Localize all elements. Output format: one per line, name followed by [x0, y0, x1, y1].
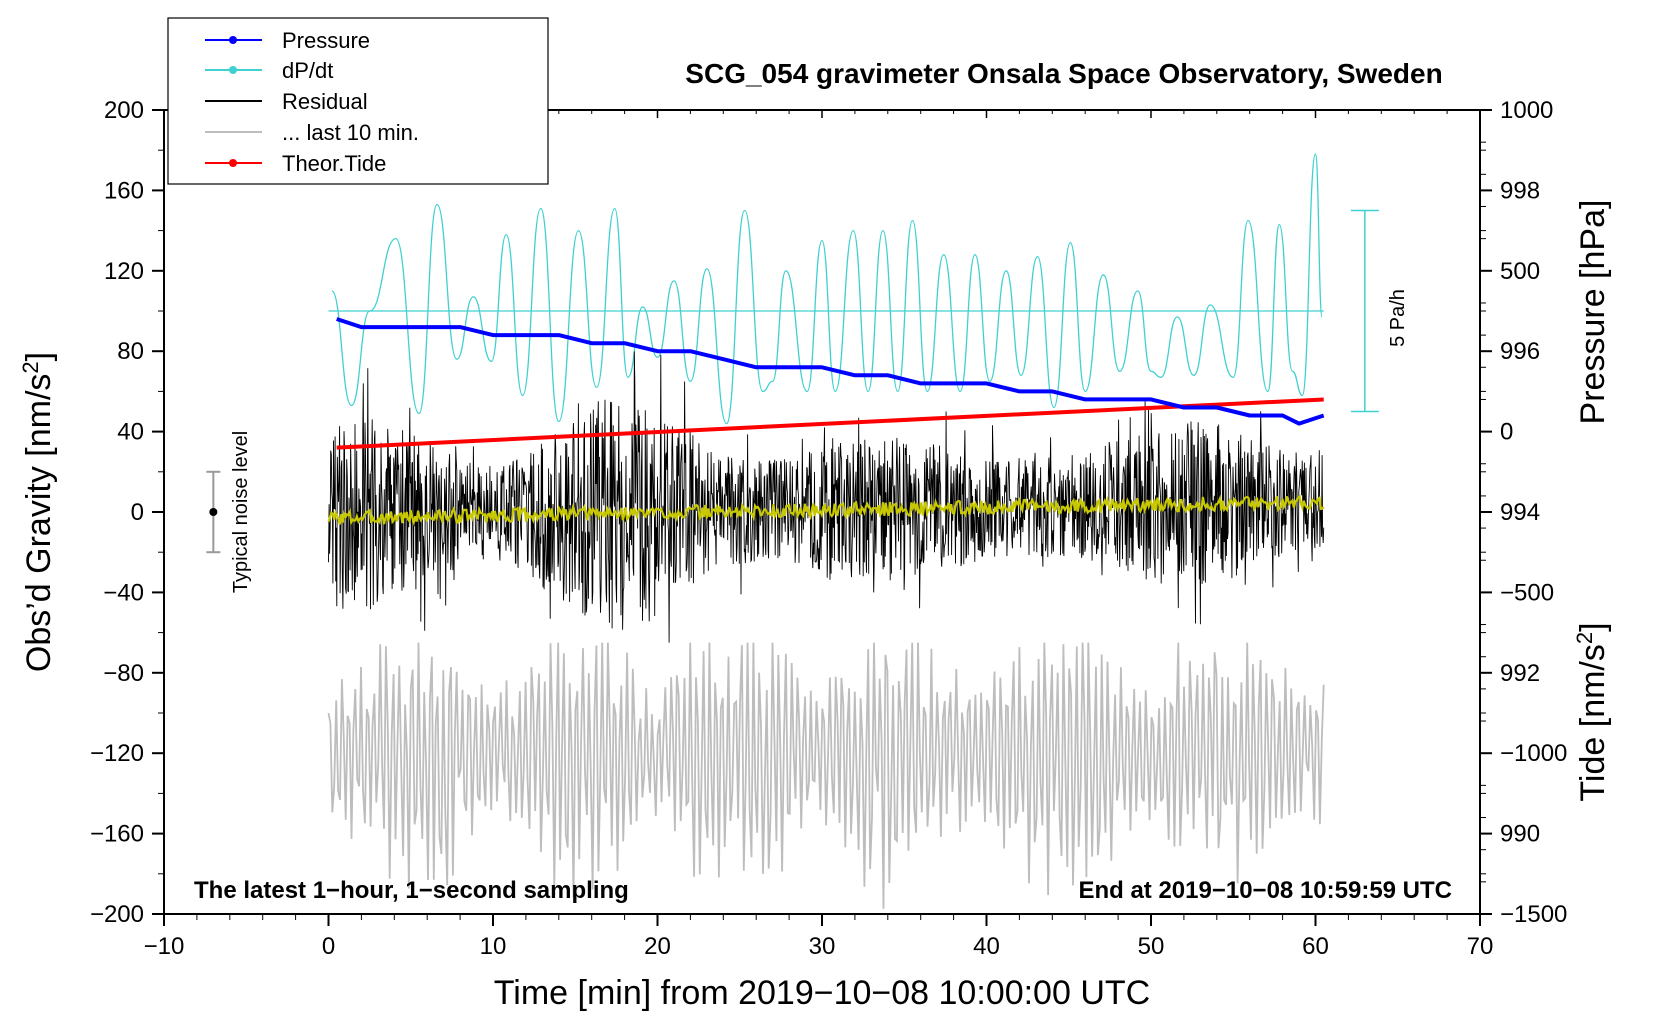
y-tick-label: 40 — [117, 419, 144, 446]
tide-tick-label: 1000 — [1500, 97, 1553, 124]
legend-rows — [205, 36, 262, 167]
pressure-tick-label: 996 — [1500, 338, 1540, 365]
x-tick-label: 30 — [809, 933, 836, 960]
tide-tick-label: −1000 — [1500, 740, 1567, 767]
y-tick-label: 0 — [131, 499, 144, 526]
note-right: End at 2019−10−08 10:59:59 UTC — [1078, 877, 1452, 904]
tide-tick-label: −1500 — [1500, 901, 1567, 928]
y-axis-title-end: ] — [20, 352, 58, 361]
x-tick-label: 10 — [480, 933, 507, 960]
y-axis-title: Obs’d Gravity [nm/s2] — [18, 352, 58, 672]
x-tick-label: 70 — [1467, 933, 1494, 960]
pressure-tick-label: 998 — [1500, 177, 1540, 204]
residual-smoothed-series — [327, 494, 1325, 527]
legend-label-last-10-min: ... last 10 min. — [282, 120, 419, 145]
tide-axis-title-end: ] — [1574, 622, 1612, 631]
legend-label-residual: Residual — [282, 89, 368, 114]
legend: Pressure dP/dt Residual ... last 10 min.… — [167, 17, 549, 185]
y-tick-label: 80 — [117, 338, 144, 365]
last-10-min-series — [327, 642, 1325, 909]
y-tick-label: 200 — [104, 97, 144, 124]
x-axis-title: Time [min] from 2019−10−08 10:00:00 UTC — [494, 974, 1150, 1012]
pressure-tick-label: 992 — [1500, 660, 1540, 687]
x-tick-label: 50 — [1138, 933, 1165, 960]
tide-tick-label: 500 — [1500, 258, 1540, 285]
dpdt-series — [331, 153, 1323, 425]
legend-label-dpdt: dP/dt — [282, 58, 333, 83]
legend-label-theor-tide: Theor.Tide — [282, 151, 386, 176]
tide-tick-label: 0 — [1500, 419, 1513, 446]
x-tick-label: 40 — [973, 933, 1000, 960]
series-layer — [206, 153, 1379, 909]
legend-swatch-marker — [229, 66, 237, 74]
pressure-tick-label: 990 — [1500, 821, 1540, 848]
note-left: The latest 1−hour, 1−second sampling — [194, 877, 629, 904]
tide-axis-title-base: Tide [nm/s — [1574, 644, 1612, 801]
x-tick-label: 60 — [1302, 933, 1329, 960]
y-axis-title-base: Obs’d Gravity [nm/s — [20, 374, 58, 673]
pressure-series — [336, 317, 1325, 426]
legend-swatch-marker — [229, 159, 237, 167]
x-tick-label: 20 — [644, 933, 671, 960]
x-tick-label: 0 — [322, 933, 335, 960]
tide-axis-title: Tide [nm/s2] — [1572, 622, 1612, 801]
pressure-axis-title: Pressure [hPa] — [1574, 200, 1612, 425]
chart-title: SCG_054 gravimeter Onsala Space Observat… — [685, 58, 1442, 89]
y-tick-label: 160 — [104, 177, 144, 204]
noise-level-label: Typical noise level — [230, 431, 252, 593]
legend-swatch-marker — [229, 36, 237, 44]
pressure-tick-label: 994 — [1500, 499, 1540, 526]
y-tick-label: 120 — [104, 258, 144, 285]
tide-tick-label: −500 — [1500, 579, 1554, 606]
y-tick-label: −120 — [90, 740, 144, 767]
noise-bar-center — [209, 508, 218, 516]
residual-series — [328, 351, 1325, 643]
y-tick-label: −200 — [90, 901, 144, 928]
scale-bar-label: 5 Pa/h — [1387, 289, 1409, 347]
y-tick-label: −80 — [103, 660, 144, 687]
x-tick-label: −10 — [144, 933, 185, 960]
y-tick-label: −160 — [90, 821, 144, 848]
theor-tide-series — [336, 397, 1324, 450]
y-axis-title-sup: 2 — [18, 361, 43, 373]
y-tick-label: −40 — [103, 579, 144, 606]
legend-label-pressure: Pressure — [282, 28, 370, 53]
tide-axis-title-sup: 2 — [1572, 632, 1597, 644]
